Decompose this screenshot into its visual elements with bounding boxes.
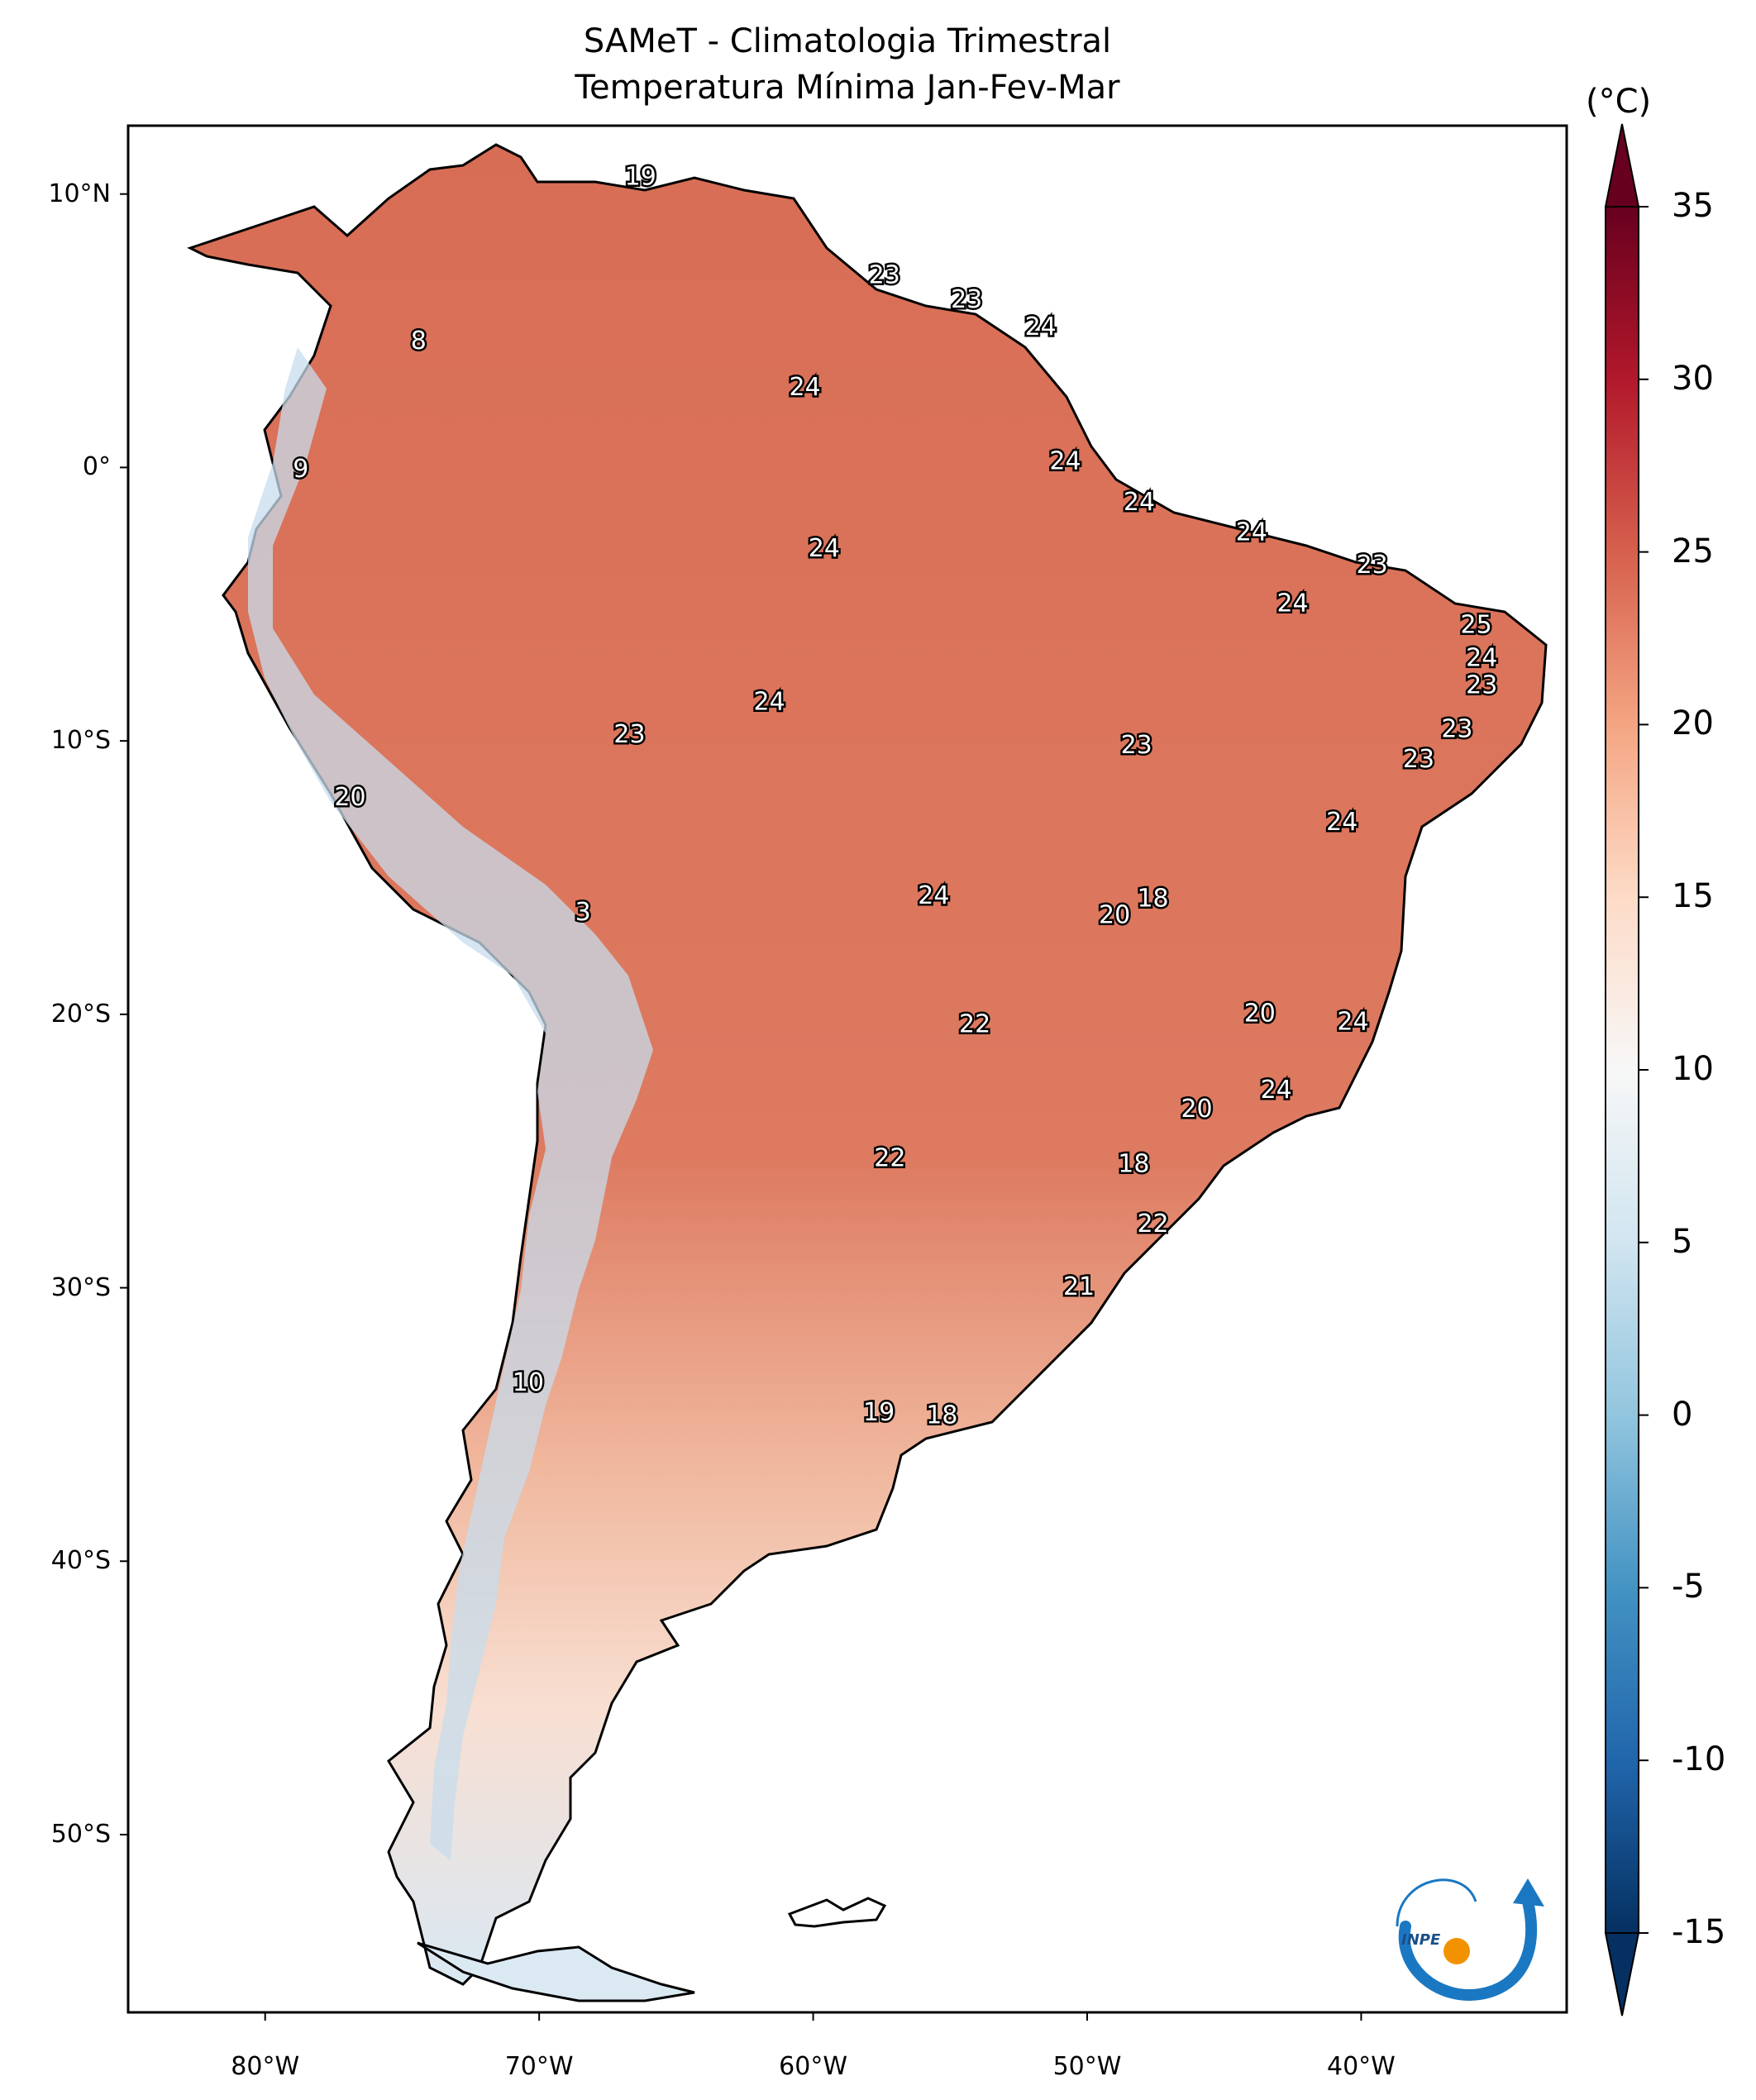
lon-tick-label: 40°W — [1327, 2052, 1396, 2081]
temperature-label: 18 — [1118, 1149, 1149, 1178]
colorbar-tick-label: 0 — [1672, 1395, 1693, 1434]
temperature-label: 25 — [1461, 611, 1492, 640]
logo-swoosh — [1398, 1896, 1538, 2002]
temperature-label: 18 — [926, 1401, 957, 1430]
temperature-label: 24 — [1049, 446, 1081, 475]
temperature-label: 23 — [951, 285, 982, 314]
lat-tick-label: 40°S — [50, 1546, 111, 1576]
axis-ticks — [120, 193, 1362, 2021]
lat-tick-label: 10°S — [50, 726, 111, 756]
temperature-label: 20 — [1181, 1095, 1212, 1124]
temperature-label: 22 — [1137, 1210, 1168, 1239]
logo-text: INPE — [1401, 1931, 1441, 1949]
lat-tick-label: 10°N — [48, 179, 111, 208]
temperature-label: 24 — [1236, 518, 1267, 546]
lon-tick-label: 80°W — [231, 2052, 300, 2081]
lat-tick-label: 0° — [82, 452, 111, 482]
colorbar — [1604, 123, 1649, 2016]
temperature-label: 20 — [1099, 900, 1130, 929]
colorbar-body — [1605, 206, 1639, 1934]
logo-orbit — [1396, 1878, 1477, 1927]
lon-tick-label: 70°W — [504, 2052, 574, 2081]
logo-arrow — [1513, 1878, 1544, 1907]
temperature-label: 21 — [1063, 1272, 1095, 1301]
colorbar-tick-label: -10 — [1672, 1740, 1726, 1779]
temperature-label: 24 — [1261, 1076, 1292, 1105]
temperature-label: 8 — [411, 327, 427, 356]
temperature-label: 24 — [790, 373, 821, 402]
logo-dot — [1443, 1938, 1470, 1964]
temperature-label: 3 — [575, 898, 591, 927]
temperature-label: 23 — [1121, 731, 1152, 760]
inpe-logo: INPE — [1396, 1878, 1544, 2002]
temperature-label: 24 — [1025, 313, 1057, 341]
temperature-label: 23 — [1466, 671, 1497, 699]
temperature-label: 19 — [625, 162, 656, 191]
colorbar-extend-min — [1604, 1932, 1640, 2016]
temperature-label: 24 — [1466, 643, 1497, 672]
temperature-label: 19 — [863, 1398, 895, 1427]
temperature-label: 23 — [1357, 551, 1388, 580]
temperature-label: 23 — [1403, 745, 1434, 774]
lat-tick-label: 20°S — [50, 999, 111, 1029]
temperature-label: 24 — [1337, 1007, 1368, 1036]
temperature-label: 23 — [1441, 714, 1472, 743]
colorbar-tick-label: 25 — [1672, 532, 1714, 570]
colorbar-tick-label: 10 — [1672, 1050, 1714, 1088]
temperature-label: 20 — [334, 783, 365, 812]
temperature-label: 23 — [869, 260, 900, 289]
temperature-label: 10 — [513, 1368, 544, 1397]
colorbar-tick-label: 5 — [1672, 1222, 1693, 1261]
tierra-del-fuego — [417, 1941, 695, 2002]
temperature-label: 24 — [809, 534, 840, 563]
colorbar-unit: (°C) — [1586, 83, 1652, 121]
figure-subtitle: Temperatura Mínima Jan-Fev-Mar — [575, 69, 1120, 107]
temperature-label: 24 — [918, 881, 949, 910]
colorbar-tick-label: -5 — [1672, 1568, 1705, 1606]
lat-tick-label: 30°S — [50, 1272, 111, 1302]
temperature-label: 24 — [1124, 488, 1155, 517]
colorbar-tick-label: 30 — [1672, 359, 1714, 398]
temperature-label: 22 — [959, 1010, 990, 1039]
temperature-label: 24 — [1276, 589, 1308, 618]
colorbar-tick-label: -15 — [1672, 1913, 1726, 1951]
south-america-land — [187, 143, 1548, 1986]
colorbar-tick-label: 35 — [1672, 187, 1714, 225]
map-frame — [126, 124, 1568, 2014]
figure-title: SAMeT - Climatologia Trimestral — [583, 22, 1112, 60]
colorbar-tick-label: 15 — [1672, 877, 1714, 916]
temperature-label: 18 — [1137, 884, 1168, 913]
temperature-label: 22 — [874, 1144, 905, 1173]
colorbar-tick-label: 20 — [1672, 704, 1714, 743]
lon-tick-label: 50°W — [1052, 2052, 1122, 2081]
malvinas-islands — [787, 1897, 887, 1928]
temperature-label: 24 — [1326, 808, 1358, 837]
temperature-label: 9 — [293, 455, 308, 484]
land-layer — [187, 143, 1548, 2002]
andes-cold-band — [248, 347, 653, 1860]
temperature-label: 24 — [753, 687, 785, 716]
lon-tick-label: 60°W — [779, 2052, 847, 2081]
colorbar-extend-max — [1604, 123, 1640, 208]
temperature-label: 20 — [1244, 999, 1276, 1028]
temperature-label: 23 — [613, 720, 645, 749]
lat-tick-label: 50°S — [50, 1820, 111, 1849]
